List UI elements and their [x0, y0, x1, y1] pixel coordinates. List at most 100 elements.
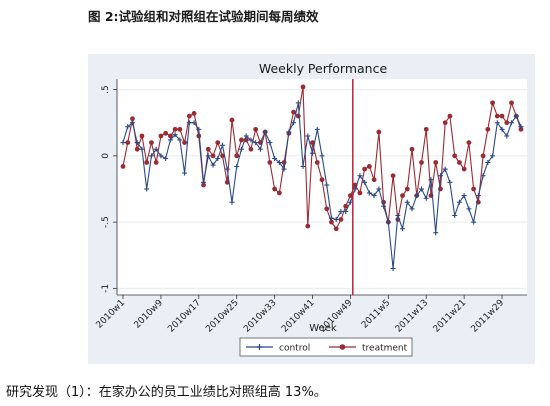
data-point-control: [196, 126, 202, 132]
data-point-treatment: [433, 160, 439, 165]
data-point-treatment: [153, 160, 159, 165]
data-point-control: [210, 162, 216, 168]
data-point-control: [125, 124, 131, 130]
data-point-control: [428, 177, 434, 183]
data-point-treatment: [466, 140, 472, 146]
data-point-treatment: [229, 117, 235, 123]
data-point-treatment: [348, 193, 353, 199]
data-point-control: [471, 219, 477, 225]
data-point-control: [148, 153, 154, 159]
data-point-treatment: [186, 113, 192, 119]
data-point-control: [504, 133, 510, 139]
data-point-control: [158, 153, 164, 159]
x-tick-label: 2010w9: [132, 298, 165, 331]
data-point-control: [144, 186, 150, 192]
data-point-treatment: [149, 140, 154, 146]
data-point-control: [385, 219, 391, 225]
data-point-control: [423, 195, 429, 201]
x-tick-label: 2010w25: [204, 298, 241, 335]
data-point-treatment: [130, 116, 135, 122]
data-point-control: [139, 146, 145, 152]
data-point-control: [286, 129, 292, 135]
data-point-control: [357, 173, 363, 179]
data-point-control: [414, 193, 420, 199]
data-point-control: [291, 120, 297, 126]
data-point-control: [343, 209, 349, 215]
data-point-treatment: [291, 109, 296, 115]
data-point-treatment: [167, 133, 173, 139]
data-point-treatment: [400, 193, 405, 199]
data-point-treatment: [366, 164, 372, 169]
data-point-control: [362, 179, 368, 185]
x-axis-label: Week: [309, 323, 337, 334]
data-point-control: [447, 179, 453, 185]
legend-label-treatment: treatment: [362, 344, 408, 354]
data-point-control: [220, 142, 225, 148]
data-point-treatment: [324, 206, 330, 212]
data-point-treatment: [357, 190, 363, 196]
chart-panel: Weekly Performance -1 -.5 0.5 2010w1 2010w9 2…: [88, 54, 535, 364]
data-point-treatment: [172, 126, 178, 132]
data-point-treatment: [201, 182, 206, 188]
x-tick-label: 2010w17: [166, 298, 203, 335]
data-point-treatment: [182, 140, 187, 146]
data-point-control: [480, 173, 486, 179]
data-point-treatment: [305, 223, 311, 229]
data-point-control: [395, 212, 401, 218]
data-point-treatment: [248, 146, 254, 152]
data-point-treatment: [163, 130, 169, 136]
data-point-control: [518, 124, 524, 130]
data-point-control: [404, 199, 410, 205]
legend-frame: [239, 337, 413, 357]
data-point-control: [437, 173, 443, 179]
data-point-control: [281, 166, 287, 172]
data-point-treatment: [504, 120, 510, 126]
data-point-treatment: [210, 153, 216, 159]
data-point-treatment: [509, 100, 514, 106]
data-point-control: [243, 133, 249, 139]
data-point-control: [257, 146, 263, 152]
data-point-treatment: [314, 160, 320, 165]
data-point-control: [186, 120, 192, 126]
x-tick-label: 2010w33: [242, 298, 279, 335]
data-point-control: [201, 179, 207, 185]
data-point-treatment: [295, 113, 301, 119]
data-point-treatment: [329, 219, 334, 225]
data-point-control: [177, 137, 183, 143]
data-point-treatment: [319, 177, 325, 183]
data-point-treatment: [419, 160, 424, 165]
x-tick-label: 2011w13: [394, 298, 431, 335]
data-point-control: [338, 209, 344, 215]
data-point-treatment: [442, 120, 448, 126]
data-point-control: [513, 113, 519, 119]
data-point-control: [324, 182, 330, 188]
data-point-control: [461, 193, 467, 199]
data-point-treatment: [485, 126, 491, 132]
data-point-control: [134, 140, 140, 146]
data-point-control: [253, 140, 259, 146]
data-point-treatment: [518, 126, 524, 132]
data-point-treatment: [310, 140, 315, 146]
data-point-treatment: [120, 164, 126, 169]
legend-label-control: control: [279, 344, 310, 354]
legend-marker-treatment: [339, 344, 346, 350]
data-point-control: [494, 120, 500, 126]
data-point-control: [182, 170, 188, 176]
data-point-treatment: [276, 190, 282, 196]
data-point-control: [295, 100, 301, 106]
data-point-control: [305, 133, 311, 139]
data-point-control: [490, 153, 496, 159]
data-point-control: [300, 163, 306, 169]
body-text: 研究发现（1）：在家办公的员工业绩比对照组高 13%。: [6, 385, 327, 400]
x-tick-label: 2011w29: [470, 298, 507, 335]
data-point-treatment: [452, 153, 458, 159]
data-point-treatment: [144, 160, 150, 165]
data-point-control: [333, 216, 339, 222]
legend: control treatment: [239, 337, 413, 357]
data-point-control: [262, 129, 268, 135]
data-point-control: [120, 140, 126, 146]
data-point-control: [328, 215, 334, 221]
data-point-control: [419, 186, 424, 192]
y-tick-label: .5: [101, 85, 111, 94]
